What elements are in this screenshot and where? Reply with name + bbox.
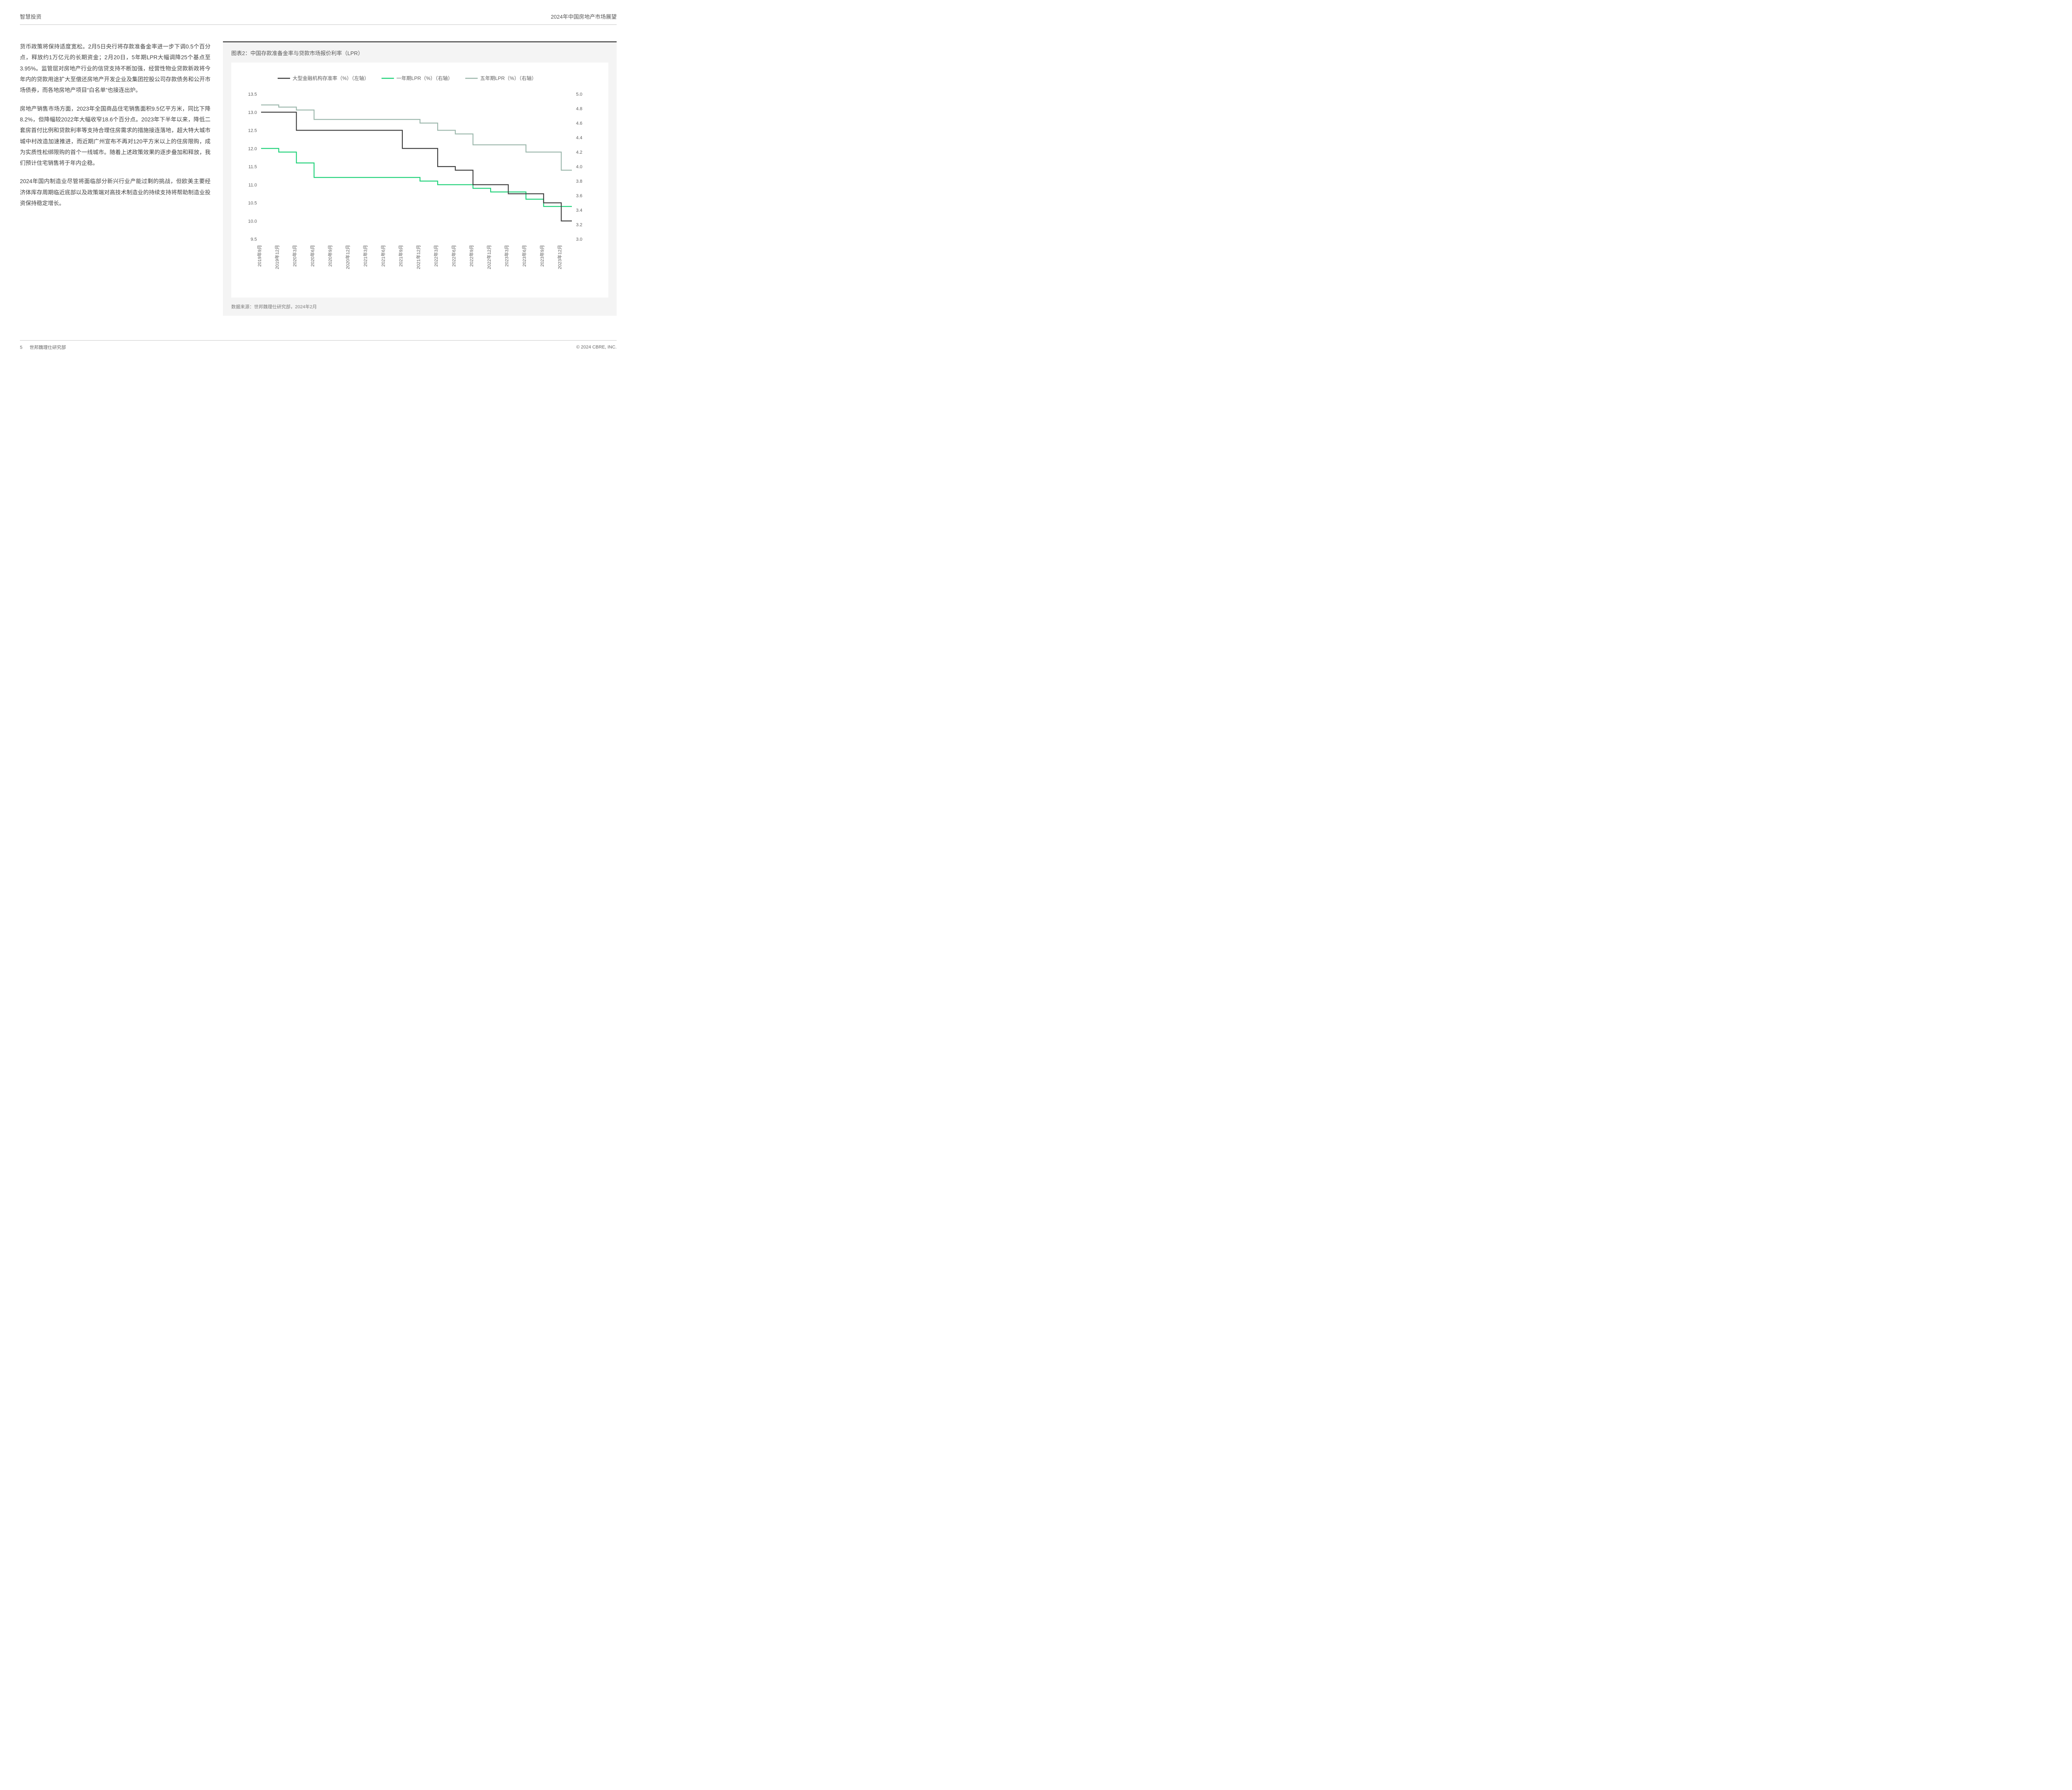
svg-text:2023年3月: 2023年3月 [504, 245, 510, 267]
svg-text:五年期LPR（%）（右轴）: 五年期LPR（%）（右轴） [480, 75, 537, 81]
header-right: 2024年中国房地产市场展望 [551, 12, 617, 20]
header-left: 智慧投资 [20, 12, 41, 20]
svg-text:4.2: 4.2 [576, 150, 582, 155]
svg-text:12.0: 12.0 [248, 146, 257, 151]
paragraph-1: 货币政策将保持适度宽松。2月5日央行将存款准备金率进一步下调0.5个百分点，释放… [20, 41, 211, 96]
svg-text:大型金融机构存准率（%）（左轴）: 大型金融机构存准率（%）（左轴） [293, 75, 369, 81]
body-text-column: 货币政策将保持适度宽松。2月5日央行将存款准备金率进一步下调0.5个百分点，释放… [20, 41, 211, 316]
svg-text:4.8: 4.8 [576, 106, 582, 111]
svg-text:3.8: 3.8 [576, 179, 582, 184]
svg-text:3.0: 3.0 [576, 237, 582, 242]
svg-text:2021年12月: 2021年12月 [416, 245, 421, 269]
page-footer: 5 世邦魏理仕研究部 © 2024 CBRE, INC. [20, 340, 617, 351]
svg-text:2023年6月: 2023年6月 [521, 245, 527, 267]
svg-text:2022年6月: 2022年6月 [451, 245, 457, 267]
svg-text:4.6: 4.6 [576, 121, 582, 126]
content: 货币政策将保持适度宽松。2月5日央行将存款准备金率进一步下调0.5个百分点，释放… [20, 41, 617, 316]
svg-text:3.2: 3.2 [576, 223, 582, 227]
svg-text:9.5: 9.5 [251, 237, 257, 242]
svg-text:2022年3月: 2022年3月 [433, 245, 439, 267]
svg-text:12.5: 12.5 [248, 128, 257, 133]
chart-source: 数据来源：世邦魏理仕研究部，2024年2月 [231, 303, 608, 310]
svg-text:一年期LPR（%）（右轴）: 一年期LPR（%）（右轴） [397, 75, 453, 81]
svg-text:2023年9月: 2023年9月 [539, 245, 545, 267]
svg-text:2021年6月: 2021年6月 [380, 245, 386, 267]
chart-column: 图表2：中国存款准备金率与贷款市场报价利率（LPR） 大型金融机构存准率（%）（… [223, 41, 617, 316]
footer-left-group: 5 世邦魏理仕研究部 [20, 344, 66, 351]
svg-text:2020年12月: 2020年12月 [345, 245, 351, 269]
svg-text:4.4: 4.4 [576, 135, 582, 140]
svg-text:5.0: 5.0 [576, 92, 582, 97]
footer-copyright: © 2024 CBRE, INC. [576, 345, 617, 350]
chart-svg: 大型金融机构存准率（%）（左轴） 一年期LPR（%）（右轴） 五年期LPR（%）（右… [236, 69, 593, 293]
page: 智慧投资 2024年中国房地产市场展望 货币政策将保持适度宽松。2月5日央行将存… [0, 0, 637, 358]
header-rule [20, 24, 617, 25]
svg-text:11.5: 11.5 [248, 164, 257, 169]
svg-text:13.5: 13.5 [248, 92, 257, 97]
chart-title: 图表2：中国存款准备金率与贷款市场报价利率（LPR） [231, 49, 608, 57]
svg-text:2021年3月: 2021年3月 [363, 245, 368, 267]
svg-text:2022年9月: 2022年9月 [468, 245, 474, 267]
footer-org: 世邦魏理仕研究部 [29, 345, 66, 350]
svg-text:3.6: 3.6 [576, 194, 582, 198]
svg-text:3.4: 3.4 [576, 208, 582, 213]
svg-text:2019年12月: 2019年12月 [274, 245, 280, 269]
paragraph-2: 房地产销售市场方面，2023年全国商品住宅销售面积9.5亿平方米，同比下降8.2… [20, 104, 211, 169]
svg-text:10.0: 10.0 [248, 219, 257, 224]
page-header: 智慧投资 2024年中国房地产市场展望 [20, 12, 617, 20]
page-number: 5 [20, 345, 22, 350]
paragraph-3: 2024年国内制造业尽管将面临部分新兴行业产能过剩的挑战，但欧美主要经济体库存周… [20, 176, 211, 209]
svg-text:2020年9月: 2020年9月 [327, 245, 333, 267]
svg-text:11.0: 11.0 [248, 183, 257, 188]
svg-text:4.0: 4.0 [576, 164, 582, 169]
svg-text:2022年12月: 2022年12月 [486, 245, 492, 269]
svg-text:2023年12月: 2023年12月 [557, 245, 562, 269]
svg-text:13.0: 13.0 [248, 110, 257, 115]
svg-text:2020年3月: 2020年3月 [292, 245, 298, 267]
svg-text:2019年9月: 2019年9月 [257, 245, 262, 267]
svg-text:2020年6月: 2020年6月 [310, 245, 315, 267]
chart-panel: 图表2：中国存款准备金率与贷款市场报价利率（LPR） 大型金融机构存准率（%）（… [223, 41, 617, 316]
svg-text:2021年9月: 2021年9月 [398, 245, 404, 267]
chart-canvas-wrap: 大型金融机构存准率（%）（左轴） 一年期LPR（%）（右轴） 五年期LPR（%）（右… [231, 63, 608, 298]
svg-text:10.5: 10.5 [248, 201, 257, 206]
